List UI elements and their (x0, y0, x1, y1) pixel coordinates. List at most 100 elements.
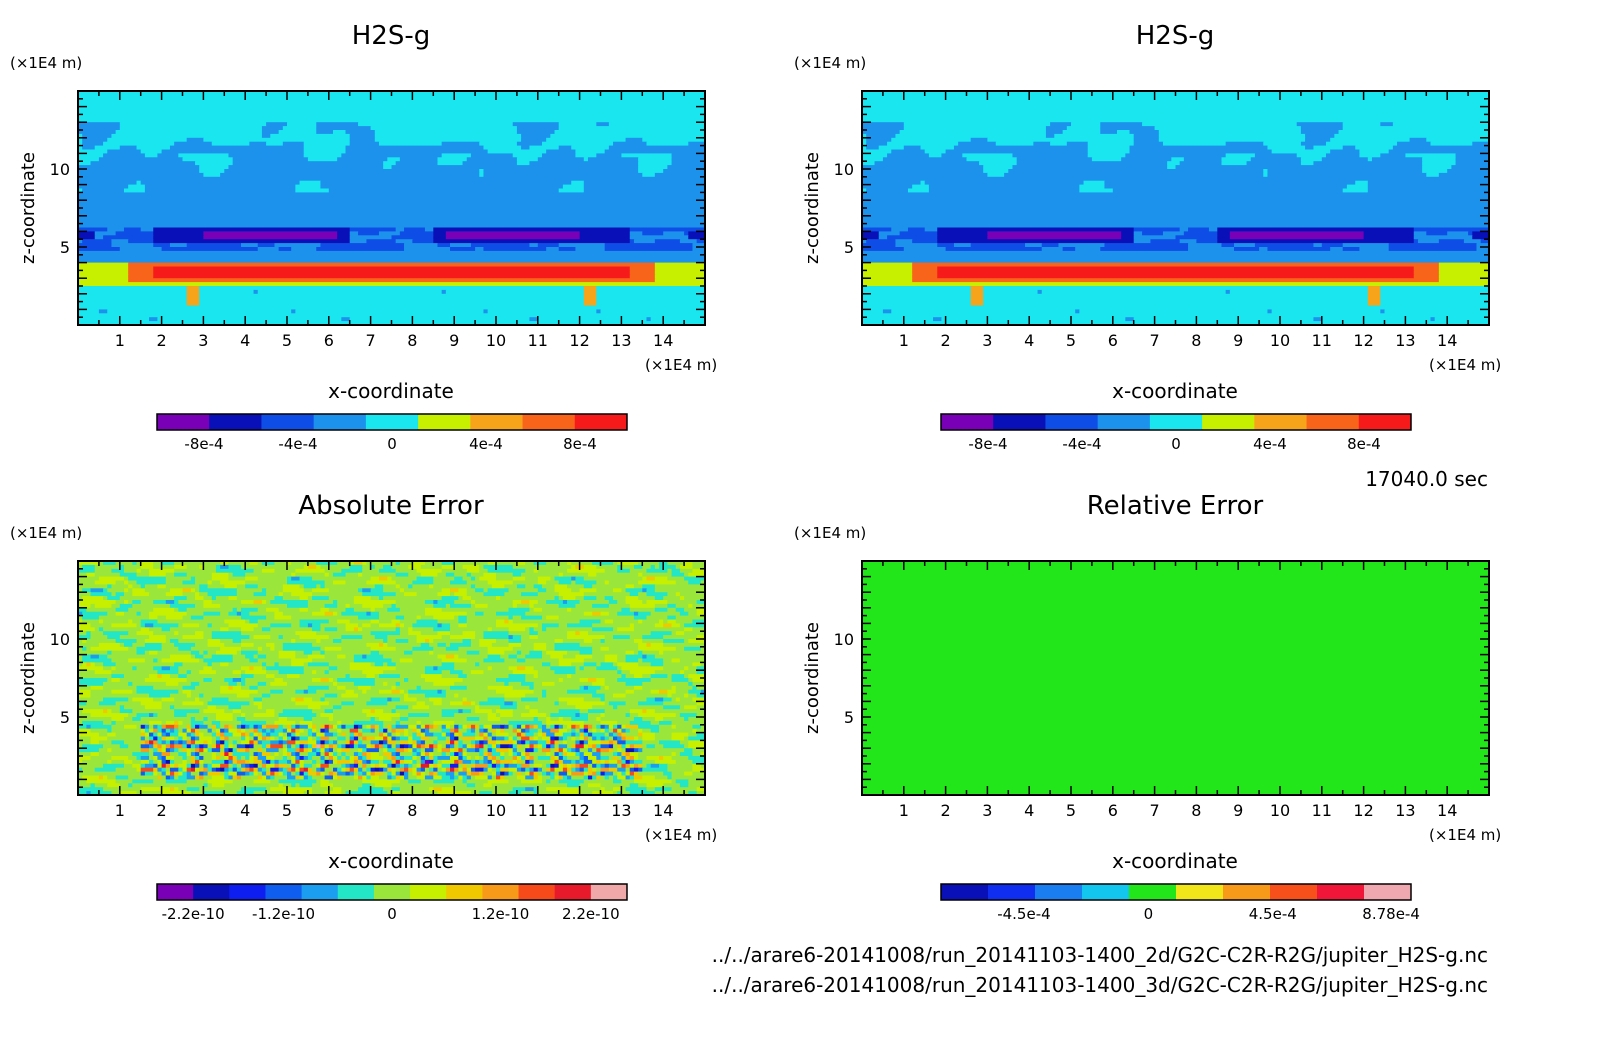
heatmap-cell (307, 564, 317, 570)
heatmap-cell (195, 685, 221, 691)
heatmap-cell (224, 748, 230, 753)
heatmap-cell (684, 572, 689, 578)
x-tick-label: 5 (282, 801, 292, 820)
heatmap-cell (153, 623, 179, 628)
heatmap-cell (479, 724, 485, 730)
heatmap-cell (1221, 157, 1252, 162)
heatmap-cell (383, 596, 443, 601)
heatmap-cell (613, 732, 618, 738)
heatmap-cell (320, 759, 326, 765)
heatmap-cell (516, 658, 526, 663)
heatmap-cell (232, 779, 255, 784)
heatmap-cell (220, 763, 230, 769)
heatmap-cell (182, 689, 192, 695)
heatmap-cell (592, 759, 597, 765)
heatmap-cell (220, 736, 225, 741)
heatmap-cell (575, 748, 581, 753)
heatmap-cell (529, 685, 535, 691)
heatmap-cell (94, 767, 117, 773)
heatmap-cell (241, 775, 259, 780)
heatmap-cell (383, 564, 393, 570)
heatmap-cell (508, 767, 518, 773)
heatmap-cell (282, 646, 322, 652)
heatmap-cell (521, 740, 526, 745)
heatmap-cell (395, 744, 401, 749)
heatmap-cell (165, 681, 179, 687)
heatmap-cell (161, 666, 171, 671)
heatmap-cell (140, 748, 150, 753)
heatmap-cell (195, 596, 204, 601)
heatmap-cell (429, 713, 443, 718)
heatmap-cell (186, 301, 200, 307)
heatmap-cell (558, 756, 564, 761)
heatmap-cell (169, 771, 175, 777)
heatmap-cell (437, 631, 451, 636)
heatmap-cell (882, 157, 968, 162)
heatmap-cell (307, 596, 313, 601)
heatmap-cell (215, 564, 221, 570)
heatmap-cell (266, 592, 280, 597)
heatmap-cell (596, 775, 602, 780)
heatmap-cell (123, 188, 146, 193)
colorbar-swatch (1317, 884, 1365, 900)
heatmap-cell (211, 759, 225, 765)
heatmap-cell (195, 756, 200, 761)
x-tick-label: 13 (611, 331, 631, 350)
heatmap-cell (613, 724, 618, 730)
heatmap-cell (571, 588, 581, 593)
heatmap-cell (266, 759, 271, 765)
heatmap-cell (1104, 243, 1189, 248)
heatmap-cell (433, 666, 439, 671)
heatmap-cell (341, 635, 363, 640)
heatmap-cell (266, 670, 280, 675)
heatmap-cell (241, 564, 305, 570)
heatmap-cell (433, 681, 455, 687)
heatmap-cell (199, 728, 209, 734)
heatmap-cell (153, 767, 159, 773)
heatmap-cell (475, 724, 480, 730)
heatmap-cell (621, 674, 627, 679)
heatmap-cell (370, 783, 376, 788)
heatmap-cell (78, 309, 100, 314)
heatmap-cell (491, 584, 505, 589)
heatmap-cell (429, 756, 434, 761)
heatmap-cell (295, 744, 301, 749)
heatmap-cell (341, 752, 347, 757)
heatmap-cell (1133, 133, 1160, 139)
heatmap-cell (119, 744, 129, 749)
heatmap-cell (592, 654, 606, 660)
heatmap-cell (625, 654, 643, 660)
heatmap-cell (1158, 133, 1306, 139)
heatmap-cell (546, 740, 551, 745)
heatmap-cell (684, 717, 689, 722)
heatmap-cell (541, 584, 556, 589)
heatmap-cell (508, 588, 539, 593)
heatmap-cell (579, 740, 585, 745)
heatmap-cell (416, 744, 422, 749)
heatmap-cell (679, 239, 698, 244)
heatmap-cell (140, 740, 146, 745)
heatmap-cell (228, 576, 246, 582)
heatmap-cell (696, 600, 706, 605)
heatmap-cell (220, 767, 225, 773)
heatmap-cell (404, 759, 413, 765)
heatmap-cell (600, 713, 606, 718)
heatmap-cell (395, 662, 443, 667)
heatmap-cell (688, 736, 706, 741)
heatmap-cell (399, 791, 439, 796)
heatmap-cell (366, 580, 397, 585)
heatmap-cell (1325, 153, 1361, 158)
heatmap-cell (132, 709, 175, 714)
heatmap-cell (78, 670, 96, 675)
heatmap-cell (862, 161, 876, 166)
heatmap-cell (199, 289, 255, 295)
heatmap-cell (103, 141, 175, 147)
heatmap-cell (228, 736, 242, 741)
heatmap-cell (537, 744, 543, 749)
heatmap-cell (324, 646, 342, 652)
heatmap-cell (654, 588, 706, 593)
heatmap-cell (629, 635, 643, 640)
heatmap-cell (554, 732, 564, 738)
heatmap-cell (516, 603, 531, 609)
heatmap-cell (1438, 278, 1490, 283)
